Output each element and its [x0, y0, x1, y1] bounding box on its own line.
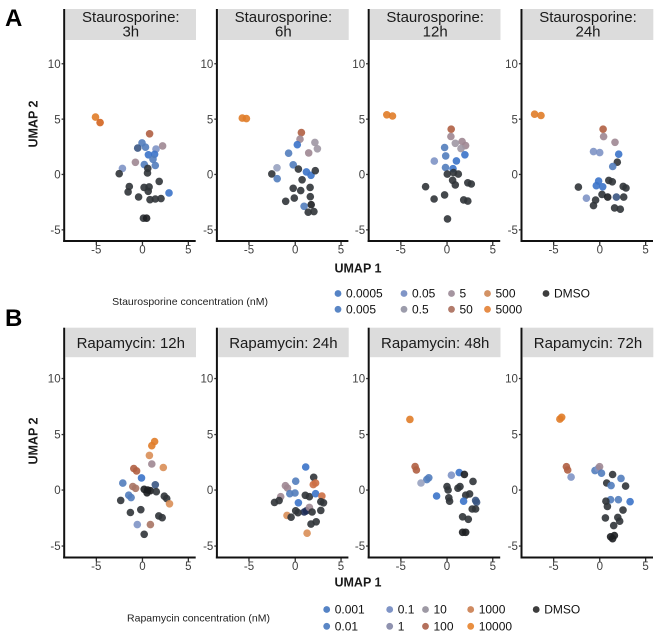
svg-text:0.0005: 0.0005	[346, 287, 383, 301]
svg-text:10: 10	[201, 374, 214, 386]
svg-text:UMAP 1: UMAP 1	[334, 576, 381, 590]
svg-text:-5: -5	[91, 561, 101, 573]
svg-text:10: 10	[352, 59, 365, 71]
svg-text:0: 0	[511, 485, 517, 497]
svg-text:3h: 3h	[122, 23, 139, 40]
svg-text:24h: 24h	[575, 23, 600, 40]
svg-text:0: 0	[359, 485, 365, 497]
svg-text:DMSO: DMSO	[544, 603, 580, 617]
svg-text:10: 10	[48, 59, 61, 71]
svg-text:-5: -5	[355, 225, 365, 237]
svg-text:5: 5	[207, 114, 213, 126]
svg-text:-5: -5	[548, 561, 558, 573]
svg-text:10: 10	[48, 374, 61, 386]
svg-text:0: 0	[444, 245, 450, 257]
svg-text:10: 10	[434, 603, 448, 617]
svg-text:-5: -5	[508, 541, 518, 553]
svg-text:DMSO: DMSO	[554, 287, 590, 301]
svg-text:-5: -5	[244, 245, 254, 257]
svg-text:UMAP 2: UMAP 2	[27, 100, 41, 147]
svg-text:10: 10	[201, 59, 214, 71]
svg-text:0: 0	[207, 170, 213, 182]
svg-text:0: 0	[359, 170, 365, 182]
svg-text:0.5: 0.5	[412, 303, 429, 317]
svg-text:0.005: 0.005	[346, 303, 376, 317]
svg-text:10: 10	[505, 374, 518, 386]
svg-text:-5: -5	[244, 561, 254, 573]
svg-text:500: 500	[496, 287, 516, 301]
svg-text:5: 5	[185, 245, 191, 257]
svg-text:5: 5	[338, 245, 344, 257]
svg-text:5: 5	[511, 430, 517, 442]
svg-text:Rapamycin concentration (nM): Rapamycin concentration (nM)	[127, 613, 270, 625]
svg-text:0: 0	[292, 561, 298, 573]
svg-text:0.1: 0.1	[398, 603, 415, 617]
svg-text:UMAP 1: UMAP 1	[334, 262, 381, 276]
svg-text:B: B	[5, 305, 22, 332]
svg-text:10: 10	[505, 59, 518, 71]
svg-text:Rapamycin: 72h: Rapamycin: 72h	[534, 335, 642, 352]
svg-text:0: 0	[597, 245, 603, 257]
svg-text:-5: -5	[355, 541, 365, 553]
svg-text:-5: -5	[396, 245, 406, 257]
svg-text:0: 0	[597, 561, 603, 573]
svg-text:5: 5	[490, 561, 496, 573]
svg-text:100: 100	[434, 620, 454, 634]
svg-text:5: 5	[642, 561, 648, 573]
svg-text:5: 5	[460, 287, 467, 301]
svg-text:5: 5	[359, 430, 365, 442]
svg-text:0: 0	[511, 170, 517, 182]
svg-text:12h: 12h	[423, 23, 448, 40]
svg-text:5: 5	[359, 114, 365, 126]
svg-text:0.01: 0.01	[335, 620, 359, 634]
svg-text:0: 0	[444, 561, 450, 573]
svg-text:Staurosporine:: Staurosporine:	[539, 9, 637, 26]
svg-text:Rapamycin: 48h: Rapamycin: 48h	[381, 335, 489, 352]
svg-text:Staurosporine:: Staurosporine:	[235, 9, 333, 26]
svg-text:5: 5	[642, 245, 648, 257]
svg-text:Staurosporine:: Staurosporine:	[82, 9, 180, 26]
svg-text:5: 5	[207, 430, 213, 442]
svg-text:1: 1	[398, 620, 405, 634]
svg-text:UMAP 2: UMAP 2	[27, 417, 41, 464]
svg-text:5000: 5000	[496, 303, 523, 317]
svg-text:Staurosporine:: Staurosporine:	[386, 9, 484, 26]
svg-text:Rapamycin: 12h: Rapamycin: 12h	[77, 335, 185, 352]
svg-text:0: 0	[139, 561, 145, 573]
svg-text:5: 5	[54, 114, 60, 126]
svg-text:0.05: 0.05	[412, 287, 436, 301]
svg-text:5: 5	[338, 561, 344, 573]
svg-text:Staurosporine concentration (n: Staurosporine concentration (nM)	[112, 296, 268, 308]
svg-text:-5: -5	[50, 225, 60, 237]
svg-text:10: 10	[352, 374, 365, 386]
svg-text:-5: -5	[50, 541, 60, 553]
svg-text:1000: 1000	[479, 603, 506, 617]
svg-text:5: 5	[185, 561, 191, 573]
svg-text:5: 5	[490, 245, 496, 257]
svg-text:0: 0	[207, 485, 213, 497]
svg-text:-5: -5	[508, 225, 518, 237]
svg-text:10000: 10000	[479, 620, 513, 634]
svg-text:-5: -5	[203, 225, 213, 237]
svg-text:0: 0	[54, 170, 60, 182]
svg-text:0: 0	[139, 245, 145, 257]
svg-text:5: 5	[511, 114, 517, 126]
svg-text:Rapamycin: 24h: Rapamycin: 24h	[229, 335, 337, 352]
svg-text:0.001: 0.001	[335, 603, 365, 617]
svg-text:0: 0	[54, 485, 60, 497]
svg-text:A: A	[5, 5, 22, 32]
svg-text:5: 5	[54, 430, 60, 442]
svg-text:-5: -5	[203, 541, 213, 553]
svg-text:-5: -5	[396, 561, 406, 573]
svg-text:-5: -5	[91, 245, 101, 257]
svg-text:6h: 6h	[275, 23, 292, 40]
svg-text:-5: -5	[548, 245, 558, 257]
svg-text:50: 50	[460, 303, 474, 317]
svg-text:0: 0	[292, 245, 298, 257]
